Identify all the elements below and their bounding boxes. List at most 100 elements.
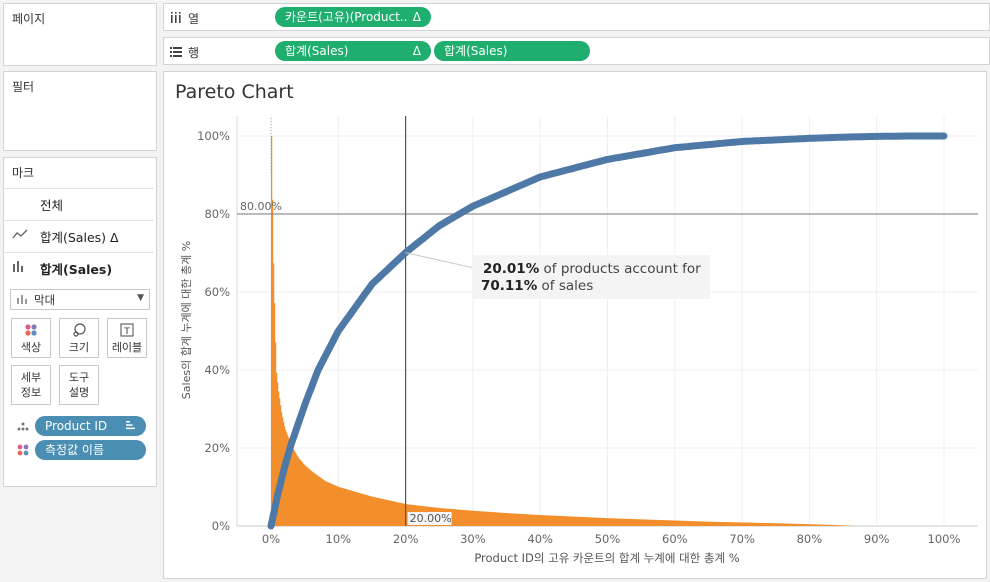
bar[interactable] <box>679 520 681 526</box>
bar[interactable] <box>837 525 839 526</box>
bar[interactable] <box>523 514 525 526</box>
bar[interactable] <box>510 513 512 526</box>
bar[interactable] <box>537 514 539 526</box>
bar[interactable] <box>286 432 288 526</box>
bar[interactable] <box>695 521 697 526</box>
bar[interactable] <box>307 467 309 526</box>
bar[interactable] <box>767 523 769 526</box>
bar[interactable] <box>394 501 396 526</box>
bar[interactable] <box>495 512 497 526</box>
bar[interactable] <box>753 522 755 526</box>
bar[interactable] <box>650 519 652 526</box>
bar[interactable] <box>805 524 807 526</box>
bar[interactable] <box>665 520 667 526</box>
bar[interactable] <box>548 515 550 526</box>
bar[interactable] <box>515 513 517 526</box>
bar[interactable] <box>290 442 292 526</box>
bar[interactable] <box>600 517 602 526</box>
bar[interactable] <box>683 520 685 526</box>
bar[interactable] <box>793 523 795 526</box>
bar[interactable] <box>809 524 811 526</box>
bar[interactable] <box>485 511 487 526</box>
bar[interactable] <box>544 515 546 526</box>
marks-all-tab[interactable]: 전체 <box>4 188 154 219</box>
bar[interactable] <box>461 509 463 526</box>
bar[interactable] <box>294 450 296 526</box>
bar[interactable] <box>639 519 641 526</box>
bar[interactable] <box>552 515 554 526</box>
bar[interactable] <box>682 520 684 526</box>
bar[interactable] <box>696 521 698 526</box>
bar[interactable] <box>335 485 337 526</box>
bar[interactable] <box>670 520 672 526</box>
bar[interactable] <box>360 493 362 526</box>
bar[interactable] <box>375 497 377 526</box>
bar[interactable] <box>475 510 477 526</box>
bar[interactable] <box>462 509 464 526</box>
bar[interactable] <box>733 522 735 526</box>
bar[interactable] <box>685 520 687 526</box>
bar[interactable] <box>754 522 756 526</box>
bar[interactable] <box>524 514 526 526</box>
bar[interactable] <box>484 511 486 526</box>
bar[interactable] <box>519 513 521 526</box>
bar[interactable] <box>456 509 458 526</box>
bar[interactable] <box>825 524 827 526</box>
bar[interactable] <box>722 522 724 526</box>
bar[interactable] <box>453 509 455 526</box>
bar[interactable] <box>689 521 691 526</box>
bar[interactable] <box>836 525 838 526</box>
bar[interactable] <box>345 488 347 526</box>
bar[interactable] <box>653 519 655 526</box>
bar[interactable] <box>772 523 774 526</box>
bar[interactable] <box>800 523 802 526</box>
bar[interactable] <box>728 522 730 526</box>
bar[interactable] <box>784 523 786 526</box>
bar[interactable] <box>760 522 762 526</box>
bar[interactable] <box>648 519 650 526</box>
bar[interactable] <box>819 524 821 526</box>
bar[interactable] <box>628 518 630 526</box>
bar[interactable] <box>762 522 764 526</box>
bar[interactable] <box>677 520 679 526</box>
bar[interactable] <box>676 520 678 526</box>
bar[interactable] <box>761 522 763 526</box>
bar[interactable] <box>817 524 819 526</box>
bar[interactable] <box>308 468 310 526</box>
bar[interactable] <box>697 521 699 526</box>
bar[interactable] <box>483 511 485 526</box>
bar[interactable] <box>643 519 645 526</box>
bar[interactable] <box>581 516 583 526</box>
bar[interactable] <box>369 495 371 526</box>
bar[interactable] <box>357 492 359 526</box>
bar[interactable] <box>707 521 709 526</box>
bar[interactable] <box>349 490 351 526</box>
bar[interactable] <box>796 523 798 526</box>
bar[interactable] <box>574 516 576 526</box>
bar[interactable] <box>788 523 790 526</box>
bar[interactable] <box>332 484 334 526</box>
bar[interactable] <box>607 518 609 526</box>
bar[interactable] <box>820 524 822 526</box>
bar[interactable] <box>778 523 780 526</box>
bar[interactable] <box>467 510 469 526</box>
bar[interactable] <box>378 498 380 526</box>
bar[interactable] <box>477 511 479 526</box>
bar[interactable] <box>580 516 582 526</box>
bar[interactable] <box>804 524 806 526</box>
bar[interactable] <box>723 522 725 526</box>
bar[interactable] <box>790 523 792 526</box>
bar[interactable] <box>589 517 591 526</box>
bar[interactable] <box>380 498 382 526</box>
bar[interactable] <box>363 494 365 526</box>
bar[interactable] <box>721 522 723 526</box>
bar[interactable] <box>765 523 767 526</box>
bar[interactable] <box>566 516 568 526</box>
bar[interactable] <box>783 523 785 526</box>
bar[interactable] <box>748 522 750 526</box>
bar[interactable] <box>545 515 547 526</box>
bar[interactable] <box>300 460 302 526</box>
bar[interactable] <box>659 519 661 526</box>
bar[interactable] <box>701 521 703 526</box>
bar[interactable] <box>752 522 754 526</box>
